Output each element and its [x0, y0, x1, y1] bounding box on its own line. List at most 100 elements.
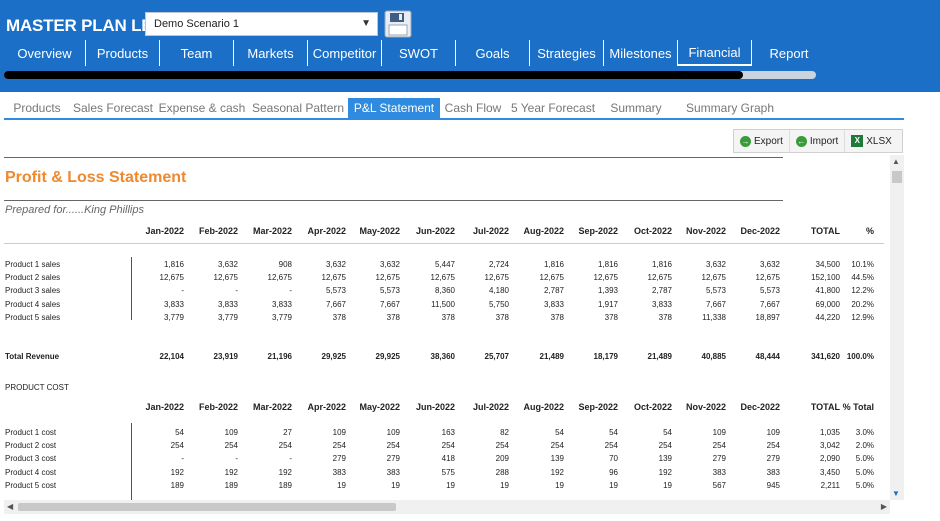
table-cell: 189 — [278, 480, 292, 490]
row-label: Product 3 cost — [5, 454, 57, 464]
nav-tab-report[interactable]: Report — [769, 45, 809, 61]
table-cell: 5,573 — [705, 286, 726, 296]
table-cell: 1,393 — [597, 286, 618, 296]
nav-tab-competitor[interactable]: Competitor — [308, 40, 382, 66]
subtab-expense-cash[interactable]: Expense & cash — [158, 101, 246, 115]
table-cell: 2,787 — [651, 286, 672, 296]
save-button[interactable] — [384, 10, 412, 38]
table-cell: 29,925 — [375, 352, 400, 361]
subtab-5-year-forecast[interactable]: 5 Year Forecast — [510, 101, 596, 115]
subtab-seasonal-pattern[interactable]: Seasonal Pattern — [251, 101, 345, 115]
subtab-cash-flow[interactable]: Cash Flow — [444, 101, 502, 115]
nav-tab-financial[interactable]: Financial — [678, 40, 752, 66]
table-cell: 945 — [766, 480, 780, 490]
subtab-sales-forecast[interactable]: Sales Forecast — [72, 101, 154, 115]
table-cell: 12,675 — [375, 273, 400, 283]
report-title: Profit & Loss Statement — [5, 169, 187, 186]
table-cell: 3,632 — [379, 260, 400, 269]
table-cell: 383 — [386, 467, 400, 477]
month-header: Jun-2022 — [415, 226, 455, 236]
table-cell: 5,573 — [759, 286, 780, 296]
table-cell: 109 — [224, 428, 238, 437]
row-pct: 5.0% — [855, 467, 874, 477]
scenario-select[interactable]: Demo Scenario 1 ▼ — [145, 12, 378, 36]
scroll-left-icon[interactable]: ◀ — [7, 502, 14, 511]
table-cell: 40,885 — [701, 352, 726, 361]
month-header: Nov-2022 — [685, 226, 726, 236]
table-cell: 12,675 — [321, 273, 346, 283]
month-header: Mar-2022 — [252, 226, 292, 236]
month-header: Jun-2022 — [415, 402, 455, 412]
table-row: Product 1 sales 1,816 3,632 908 3,632 3,632 5,… — [4, 260, 884, 272]
table-cell: 254 — [170, 441, 184, 451]
table-cell: 189 — [170, 480, 184, 490]
table-cell: 2,787 — [543, 286, 564, 296]
nav-tab-markets[interactable]: Markets — [234, 40, 308, 66]
vertical-scrollbar[interactable]: ▲ ▼ — [890, 155, 904, 500]
subtab-summary-graph[interactable]: Summary Graph — [685, 101, 775, 115]
row-pct: 44.5% — [851, 273, 874, 283]
row-total: 2,211 — [820, 480, 840, 490]
subtab-summary[interactable]: Summary — [610, 101, 662, 115]
subtab-underline — [4, 118, 904, 120]
scroll-right-icon[interactable]: ▶ — [880, 502, 887, 511]
scroll-up-icon[interactable]: ▲ — [892, 157, 900, 166]
horizontal-scrollbar[interactable]: ◀ ▶ — [4, 500, 890, 514]
table-cell: 279 — [332, 454, 346, 464]
month-header: Sep-2022 — [578, 226, 618, 236]
import-button[interactable]: ← Import — [790, 130, 846, 152]
table-cell: - — [289, 286, 292, 296]
table-cell: 378 — [441, 312, 455, 322]
row-total: 1,035 — [819, 428, 840, 437]
table-cell: 192 — [550, 467, 564, 477]
table-cell: 48,444 — [755, 352, 780, 361]
month-header: May-2022 — [359, 226, 400, 236]
nav-tab-swot[interactable]: SWOT — [382, 40, 456, 66]
subtab-p-l-statement[interactable]: P&L Statement — [348, 98, 440, 118]
table-cell: 2,724 — [488, 260, 509, 269]
table-cell: 254 — [386, 441, 400, 451]
table-cell: 109 — [386, 428, 400, 437]
table-cell: 1,917 — [597, 299, 618, 309]
table-cell: 12,675 — [755, 273, 780, 283]
row-total: 41,800 — [815, 286, 840, 296]
table-cell: 288 — [495, 467, 509, 477]
nav-tab-strategies[interactable]: Strategies — [530, 40, 604, 66]
nav-tab-overview[interactable]: Overview — [4, 40, 86, 66]
table-cell: 54 — [609, 428, 618, 437]
import-icon: ← — [795, 135, 807, 147]
month-header: Feb-2022 — [198, 402, 238, 412]
row-label: Product 2 sales — [5, 273, 61, 283]
table-cell: 109 — [712, 428, 726, 437]
table-cell: 908 — [278, 260, 292, 269]
nav-tab-goals[interactable]: Goals — [456, 40, 530, 66]
scroll-thumb[interactable] — [18, 503, 396, 511]
xlsx-button[interactable]: X XLSX — [845, 130, 898, 152]
subtab-products[interactable]: Products — [13, 101, 61, 115]
total-header: TOTAL — [810, 226, 840, 236]
table-cell: 3,632 — [759, 260, 780, 269]
table-cell: 7,667 — [705, 299, 726, 309]
progress-fill — [4, 71, 743, 79]
month-header: Aug-2022 — [523, 226, 564, 236]
prepared-for: Prepared for......King Phillips — [5, 204, 144, 216]
month-header: Apr-2022 — [307, 226, 346, 236]
table-cell: 96 — [609, 467, 618, 477]
table-cell: 12,675 — [647, 273, 672, 283]
month-header: Jan-2022 — [145, 402, 184, 412]
table-cell: 3,833 — [271, 299, 292, 309]
table-cell: 139 — [658, 454, 672, 464]
scroll-thumb[interactable] — [892, 171, 902, 183]
nav-tab-milestones[interactable]: Milestones — [604, 40, 678, 66]
table-cell: 378 — [332, 312, 346, 322]
table-cell: 7,667 — [325, 299, 346, 309]
row-pct: 20.2% — [851, 299, 874, 309]
row-pct: 5.0% — [855, 480, 874, 490]
nav-tab-team[interactable]: Team — [160, 40, 234, 66]
scroll-down-icon[interactable]: ▼ — [892, 489, 900, 498]
export-button[interactable]: → Export — [734, 130, 790, 152]
table-cell: 279 — [712, 454, 726, 464]
nav-tab-products[interactable]: Products — [86, 40, 160, 66]
table-cell: 139 — [550, 454, 564, 464]
month-header: Apr-2022 — [307, 402, 346, 412]
